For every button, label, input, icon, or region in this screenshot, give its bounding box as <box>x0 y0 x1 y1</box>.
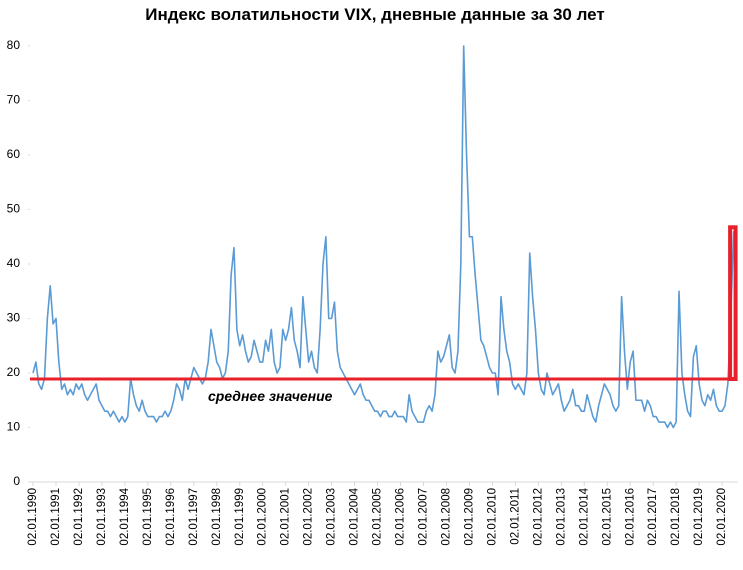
vix-line <box>32 45 735 429</box>
x-tick-label: 02.01.1997 <box>188 488 200 546</box>
x-tick-label: 02.01.2008 <box>440 488 452 546</box>
x-tick-label: 02.01.2006 <box>395 488 407 546</box>
y-tick-label: 60 <box>7 147 21 161</box>
x-tick-label: 02.01.2001 <box>280 488 292 546</box>
x-tick-label: 02.01.1995 <box>142 488 154 546</box>
x-tick-label: 02.01.1991 <box>50 488 62 546</box>
x-tick-label: 02.01.1992 <box>73 488 85 546</box>
x-tick-label: 02.01.1994 <box>119 487 131 545</box>
chart-title: Индекс волатильности VIX, дневные данные… <box>145 5 604 24</box>
x-tick-label: 02.01.1999 <box>234 488 246 546</box>
y-tick-label: 0 <box>13 474 20 488</box>
x-tick-label: 02.01.2020 <box>716 488 728 546</box>
x-tick-label: 02.01.2018 <box>670 488 682 546</box>
x-tick-label: 02.01.2007 <box>418 488 430 546</box>
y-tick-label: 50 <box>7 202 21 216</box>
x-tick-label: 02.01.2011 <box>509 488 521 545</box>
y-tick-label: 70 <box>7 93 21 107</box>
x-tick-label: 02.01.2000 <box>257 488 269 546</box>
y-tick-label: 20 <box>7 365 21 379</box>
x-tick-label: 02.01.1996 <box>165 488 177 546</box>
x-tick-label: 02.01.2015 <box>601 488 613 546</box>
x-tick-label: 02.01.2013 <box>555 488 567 546</box>
x-tick-label: 02.01.2005 <box>372 488 384 546</box>
y-tick-label: 30 <box>7 311 21 325</box>
x-tick-label: 02.01.2016 <box>624 488 636 546</box>
x-tick-label: 02.01.2002 <box>303 488 315 546</box>
x-tick-label: 02.01.2004 <box>349 487 361 545</box>
x-tick-label: 02.01.1993 <box>96 488 108 546</box>
x-tick-label: 02.01.2009 <box>463 488 475 546</box>
x-tick-label: 02.01.1998 <box>211 488 223 546</box>
x-tick-label: 02.01.2010 <box>486 488 498 546</box>
x-tick-label: 02.01.2017 <box>647 488 659 546</box>
highlight-box <box>728 225 738 381</box>
x-tick-label: 02.01.2012 <box>532 488 544 546</box>
mean-label: среднее значение <box>208 388 333 404</box>
x-tick-label: 02.01.2003 <box>326 488 338 546</box>
x-tick-label: 02.01.2019 <box>693 488 705 546</box>
x-tick-label: 02.01.2014 <box>578 487 590 545</box>
y-tick-label: 40 <box>7 256 21 270</box>
x-tick-label: 02.01.1990 <box>27 488 39 546</box>
y-tick-label: 10 <box>7 420 21 434</box>
y-tick-label: 80 <box>7 38 21 52</box>
